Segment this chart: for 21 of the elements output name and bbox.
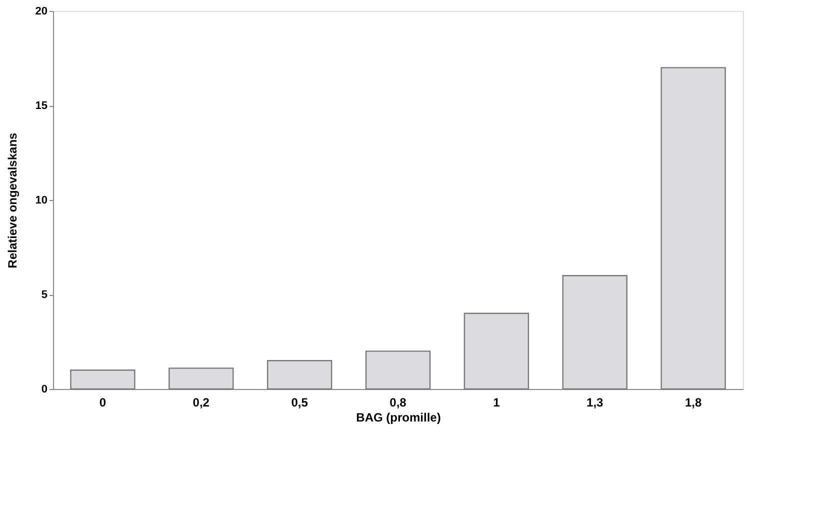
x-tick-label: 1,3 [586,396,604,410]
x-axis-title: BAG (promille) [356,410,441,424]
x-tick-label: 0 [99,396,106,410]
x-tick-label: 0,8 [390,396,407,410]
y-tick-label: 15 [35,100,48,112]
bar [168,368,234,390]
y-tick-label: 5 [41,289,48,301]
bar [562,275,628,390]
y-tick-label: 0 [41,384,48,396]
bar [464,312,530,390]
bar [70,370,136,390]
x-tick-label: 1 [493,396,500,410]
x-tick-label: 1,8 [684,396,702,410]
y-tick-label: 20 [35,6,48,18]
x-tick-label: 0,2 [192,396,210,410]
y-tick-label: 10 [35,194,48,206]
bar [660,67,726,390]
y-axis-title: Relatieve ongevalskans [5,132,20,268]
x-tick-label: 0,5 [291,396,308,410]
bar [365,350,431,390]
bar [266,360,332,390]
